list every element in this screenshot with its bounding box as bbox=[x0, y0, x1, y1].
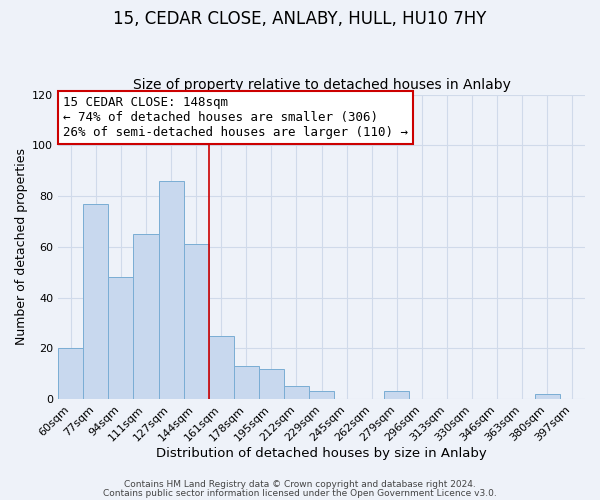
Bar bbox=[259, 368, 284, 399]
Bar bbox=[234, 366, 259, 399]
Bar bbox=[184, 244, 209, 399]
Bar bbox=[209, 336, 234, 399]
Bar bbox=[58, 348, 83, 399]
Title: Size of property relative to detached houses in Anlaby: Size of property relative to detached ho… bbox=[133, 78, 511, 92]
Text: Contains HM Land Registry data © Crown copyright and database right 2024.: Contains HM Land Registry data © Crown c… bbox=[124, 480, 476, 489]
Bar bbox=[309, 392, 334, 399]
Bar bbox=[384, 392, 409, 399]
Text: 15 CEDAR CLOSE: 148sqm
← 74% of detached houses are smaller (306)
26% of semi-de: 15 CEDAR CLOSE: 148sqm ← 74% of detached… bbox=[64, 96, 409, 139]
Bar bbox=[284, 386, 309, 399]
X-axis label: Distribution of detached houses by size in Anlaby: Distribution of detached houses by size … bbox=[156, 447, 487, 460]
Bar bbox=[83, 204, 109, 399]
Text: 15, CEDAR CLOSE, ANLABY, HULL, HU10 7HY: 15, CEDAR CLOSE, ANLABY, HULL, HU10 7HY bbox=[113, 10, 487, 28]
Bar bbox=[109, 277, 133, 399]
Y-axis label: Number of detached properties: Number of detached properties bbox=[15, 148, 28, 346]
Bar bbox=[158, 181, 184, 399]
Bar bbox=[535, 394, 560, 399]
Text: Contains public sector information licensed under the Open Government Licence v3: Contains public sector information licen… bbox=[103, 488, 497, 498]
Bar bbox=[133, 234, 158, 399]
